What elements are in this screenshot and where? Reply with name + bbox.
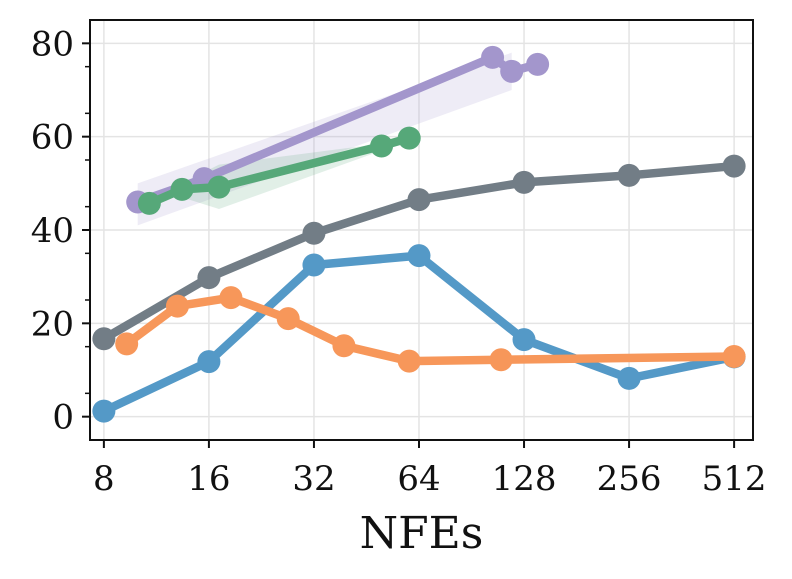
green-point xyxy=(207,175,231,199)
green-point xyxy=(137,191,161,215)
orange-point xyxy=(115,332,139,356)
x-tick-label: 128 xyxy=(492,459,557,499)
green-point xyxy=(397,126,421,150)
orange-point xyxy=(276,307,300,331)
axis-ticks: 8 16 32 64 128 256 512 0 20 40 60 80 xyxy=(31,24,767,499)
blue-point xyxy=(197,350,221,374)
confidence-bands xyxy=(137,52,512,226)
gray-point xyxy=(407,188,431,212)
y-tick-label: 0 xyxy=(52,398,74,438)
y-tick-label: 40 xyxy=(31,211,74,251)
gray-point xyxy=(92,327,116,351)
x-tick-label: 8 xyxy=(93,459,115,499)
purple-point xyxy=(481,45,505,69)
orange-point xyxy=(397,349,421,373)
purple-point xyxy=(526,52,550,76)
green-point xyxy=(370,134,394,158)
x-tick-label: 512 xyxy=(702,459,767,499)
orange-point xyxy=(219,286,243,310)
series-lines xyxy=(92,45,746,423)
orange-point xyxy=(165,294,189,318)
blue-point xyxy=(407,244,431,268)
orange-point xyxy=(332,334,356,358)
gray-point xyxy=(617,163,641,187)
grid xyxy=(90,20,753,440)
blue-point xyxy=(302,253,326,277)
purple-point xyxy=(500,59,524,83)
blue-point xyxy=(92,399,116,423)
gray-point xyxy=(197,266,221,290)
blue-point xyxy=(617,366,641,390)
x-tick-label: 32 xyxy=(292,459,335,499)
orange-point xyxy=(722,344,746,368)
y-tick-label: 20 xyxy=(31,304,74,344)
x-tick-label: 256 xyxy=(597,459,662,499)
green-point xyxy=(170,177,194,201)
y-tick-label: 80 xyxy=(31,24,74,64)
orange-point xyxy=(489,348,513,372)
x-tick-label: 16 xyxy=(187,459,230,499)
plot-frame xyxy=(89,19,754,441)
x-tick-label: 64 xyxy=(397,459,440,499)
blue-point xyxy=(512,328,536,352)
gray-point xyxy=(722,154,746,178)
gray-point xyxy=(302,221,326,245)
y-tick-label: 60 xyxy=(31,118,74,158)
gray-point xyxy=(512,170,536,194)
x-axis-title: NFEs xyxy=(360,508,484,559)
